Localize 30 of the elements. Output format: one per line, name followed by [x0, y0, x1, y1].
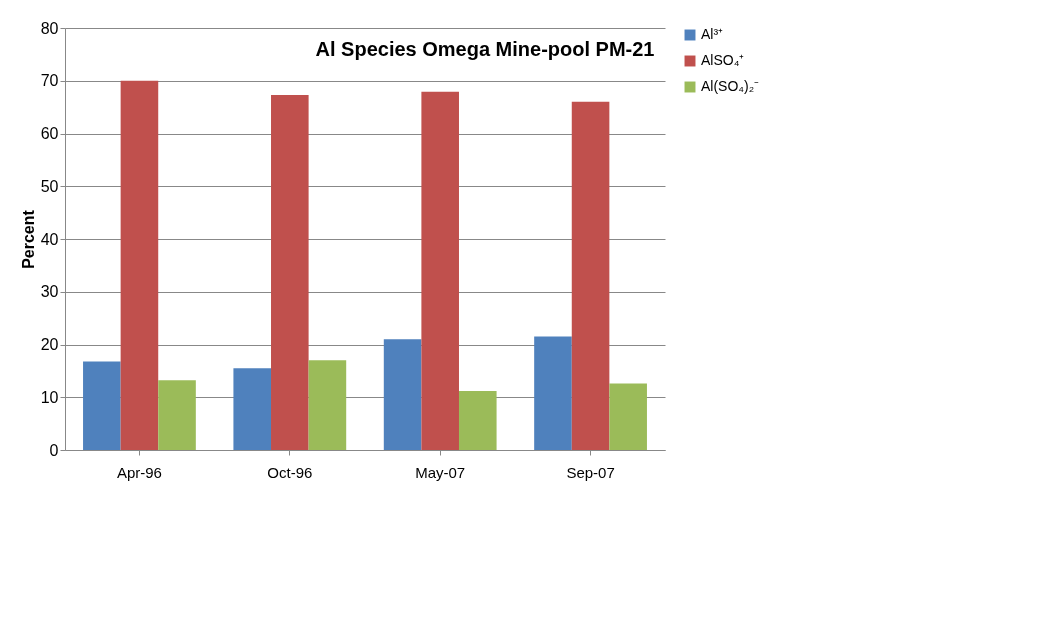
- y-axis-title: Percent: [19, 209, 37, 269]
- bar: [233, 368, 272, 450]
- bar: [421, 91, 459, 450]
- bar: [534, 336, 572, 450]
- x-tick-label: May-07: [415, 463, 466, 481]
- y-tick-label: 20: [40, 336, 59, 353]
- y-tick-label: 50: [40, 177, 59, 195]
- y-tick-label: 40: [40, 230, 59, 248]
- bar: [308, 360, 347, 450]
- y-tick-label: 80: [40, 19, 59, 37]
- legend-label: AlSO₄⁺: [701, 52, 745, 68]
- x-tick-label: Apr-96: [116, 463, 162, 481]
- y-tick-label: 30: [40, 283, 59, 301]
- bar: [458, 390, 497, 450]
- bar: [383, 339, 422, 450]
- bar: [83, 361, 121, 450]
- y-tick-label: 10: [40, 388, 59, 406]
- y-tick-label: 60: [40, 125, 59, 142]
- y-tick-label: 70: [40, 72, 59, 90]
- legend-label: Al(SO₄)₂⁻: [701, 78, 760, 94]
- bar: [120, 80, 159, 450]
- y-tick-label: 0: [49, 441, 59, 459]
- bar: [271, 94, 309, 450]
- x-tick-label: Sep-07: [566, 463, 615, 481]
- bar: [158, 380, 196, 450]
- bar: [571, 101, 610, 450]
- legend-label: Al³⁺: [701, 26, 724, 42]
- bar: [609, 383, 647, 450]
- text: Al Species Omega Mine-pool PM-21: [315, 38, 655, 60]
- x-tick-label: Oct-96: [267, 463, 313, 481]
